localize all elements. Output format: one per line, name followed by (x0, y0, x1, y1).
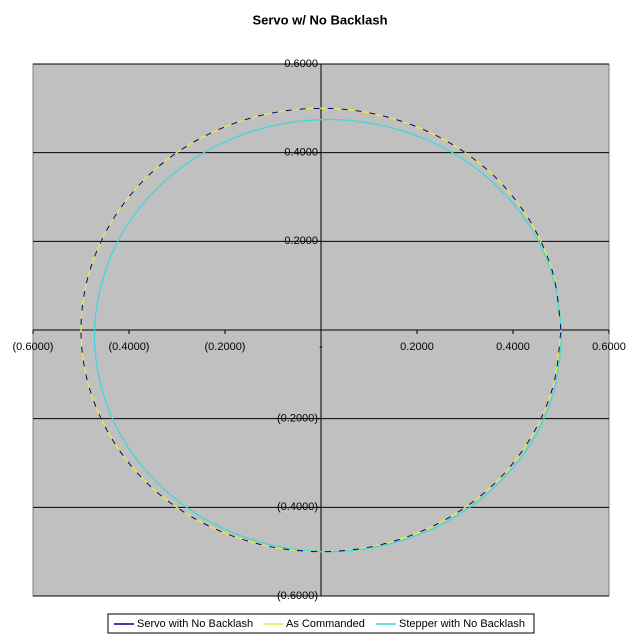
x-tick-label: 0.6000 (592, 341, 626, 353)
chart-title: Servo w/ No Backlash (252, 12, 387, 27)
y-tick-label: (0.4000) (277, 501, 318, 513)
x-tick-label: 0.4000 (496, 341, 530, 353)
y-tick-label: (0.2000) (277, 413, 318, 425)
legend: Servo with No Backlash As Commanded Steppe… (107, 613, 535, 634)
legend-label: Servo with No Backlash (137, 618, 253, 630)
y-tick-label: 0.4000 (284, 147, 318, 159)
x-tick-label: (0.4000) (109, 341, 150, 353)
x-tick-label: 0.2000 (400, 341, 434, 353)
series-line (93, 118, 563, 553)
series-line (80, 107, 562, 553)
legend-label: As Commanded (286, 618, 365, 630)
legend-box (107, 613, 535, 634)
x-tick-label: (0.2000) (205, 341, 246, 353)
y-tick-label: 0.2000 (284, 235, 318, 247)
y-tick-label: 0.6000 (284, 58, 318, 70)
x-tick-label: (0.6000) (13, 341, 54, 353)
y-tick-label: (0.6000) (277, 590, 318, 602)
legend-label: Stepper with No Backlash (399, 618, 525, 630)
